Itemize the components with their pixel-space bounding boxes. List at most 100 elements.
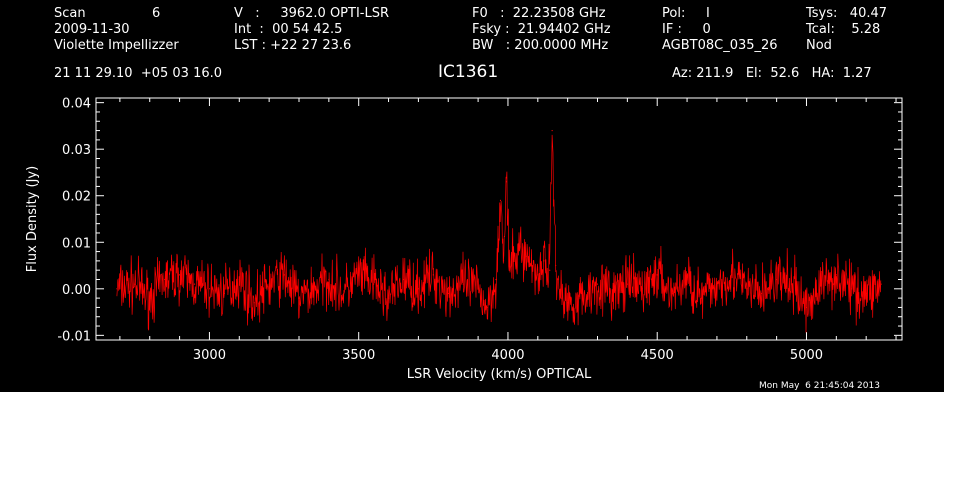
spectrum-point <box>865 292 867 295</box>
spectrum-point <box>555 264 557 267</box>
spectrum-point <box>525 255 527 257</box>
tcal-info: Tcal: 5.28 <box>806 22 881 37</box>
spectrum-point <box>820 283 823 285</box>
axis-ticks: 3000 3500 4000 4500 5000 -0.01 0.00 0.01 0.02 0.0… <box>57 97 902 363</box>
series-group <box>116 129 882 333</box>
spectrum-point <box>513 260 515 262</box>
spectrum-point <box>850 288 852 290</box>
y-tick-label: 0.00 <box>62 283 91 298</box>
x-tick-label: 4500 <box>641 348 674 363</box>
spectrum-point <box>508 269 511 271</box>
spectrum-point <box>373 283 375 285</box>
x-tick-label: 4000 <box>491 348 524 363</box>
spectrum-point <box>581 297 584 299</box>
spectrum-point <box>178 274 181 276</box>
observing-mode: Nod <box>806 38 832 53</box>
spectrum-point <box>313 288 315 290</box>
spectrum-point <box>531 264 533 267</box>
plot-panel: Scan 6 2009-11-30 Violette Impellizzer V… <box>0 0 944 392</box>
spectrum-point <box>223 292 225 295</box>
x-axis-label: LSR Velocity (km/s) OPTICAL <box>407 367 592 382</box>
spectrum-point <box>387 297 390 299</box>
spectrum-point <box>543 260 545 262</box>
tsys-info: Tsys: 40.47 <box>806 6 888 21</box>
spectrum-point <box>343 292 345 295</box>
spectrum-point <box>283 274 285 276</box>
x-tick-label: 3000 <box>193 348 226 363</box>
spectrum-point <box>537 274 539 276</box>
plot-timestamp: Mon May 6 21:45:04 2013 <box>759 381 880 391</box>
spectrum-point <box>134 283 136 285</box>
spectrum-point <box>505 181 508 183</box>
pointing-info: Az: 211.9 El: 52.6 HA: 1.27 <box>672 66 872 81</box>
spectrum-point <box>716 283 718 285</box>
y-tick-label: 0.03 <box>62 143 91 158</box>
sky-frequency: Fsky : 21.94402 GHz <box>472 22 611 37</box>
polarization-info: Pol: I <box>662 6 710 21</box>
spectrum-point <box>328 278 330 281</box>
spectrum-point <box>731 274 733 276</box>
spectrum-chart: 3000 3500 4000 4500 5000 -0.01 0.00 0.01 0.02 0.0… <box>25 97 903 382</box>
x-tick-label: 5000 <box>790 348 823 363</box>
y-tick-label: -0.01 <box>57 329 91 344</box>
spectrum-point <box>835 274 837 276</box>
spectrum-point <box>253 302 255 304</box>
spectrum-line <box>116 134 882 333</box>
spectrum-point <box>477 288 479 290</box>
spectrum-point <box>432 274 434 276</box>
y-tick-label: 0.02 <box>62 190 91 205</box>
spectrum-point <box>626 283 628 285</box>
rest-frequency: F0 : 22.23508 GHz <box>472 6 606 21</box>
spectrum-point <box>641 288 643 290</box>
spectrum-point <box>268 283 270 285</box>
spectrum-point <box>880 283 882 285</box>
spectrum-point <box>193 283 196 285</box>
velocity-info: V : 3962.0 OPTI-LSR <box>234 6 390 21</box>
if-info: IF : 0 <box>662 22 711 37</box>
y-tick-label: 0.01 <box>62 236 91 251</box>
spectrum-point <box>549 269 551 271</box>
spectrum-point <box>561 297 563 299</box>
spectrum-point <box>486 306 488 309</box>
spectrum-point <box>551 129 553 132</box>
spectrum-point <box>238 278 240 281</box>
spectrum-point <box>447 292 449 295</box>
project-id: AGBT08C_035_26 <box>662 38 778 53</box>
spectrum-point <box>805 306 808 309</box>
spectrum-point <box>611 292 614 295</box>
spectrum-point <box>495 278 497 281</box>
x-tick-label: 3500 <box>342 348 375 363</box>
spectrum-point <box>776 278 778 281</box>
spectrum-point <box>298 297 300 299</box>
spectrum-point <box>149 297 151 299</box>
spectrum-point <box>116 288 118 290</box>
y-axis-label: Flux Density (Jy) <box>25 166 40 272</box>
observation-date: 2009-11-30 <box>54 22 130 37</box>
spectrum-point <box>519 246 521 248</box>
chart-title: IC1361 <box>438 62 499 82</box>
scan-number: 6 <box>152 6 161 21</box>
spectrum-point <box>761 292 763 295</box>
spectrum-point <box>686 278 688 281</box>
spectrum-point <box>402 278 405 281</box>
spectrum-point <box>656 274 658 276</box>
spectrum-point <box>462 283 464 285</box>
spectrum-point <box>499 199 502 201</box>
spectrum-point <box>417 288 419 290</box>
spectrum-point <box>671 292 673 295</box>
scan-label: Scan <box>54 6 86 21</box>
plot-frame <box>95 97 903 341</box>
integration-info: Int : 00 54 42.5 <box>234 22 343 37</box>
spectrum-point <box>358 274 360 276</box>
spectrum-point <box>701 297 703 299</box>
observer-name: Violette Impellizzer <box>54 38 179 53</box>
spectrum-point <box>790 283 793 285</box>
spectrum-point <box>746 288 748 290</box>
bandwidth-info: BW : 200.0000 MHz <box>472 38 609 53</box>
spectrum-point <box>567 302 569 304</box>
spectrum-point <box>164 278 166 281</box>
spectrum-point <box>502 260 505 262</box>
lst-info: LST : +22 27 23.6 <box>234 38 352 53</box>
spectrum-point <box>596 283 599 285</box>
y-tick-label: 0.04 <box>62 97 91 112</box>
